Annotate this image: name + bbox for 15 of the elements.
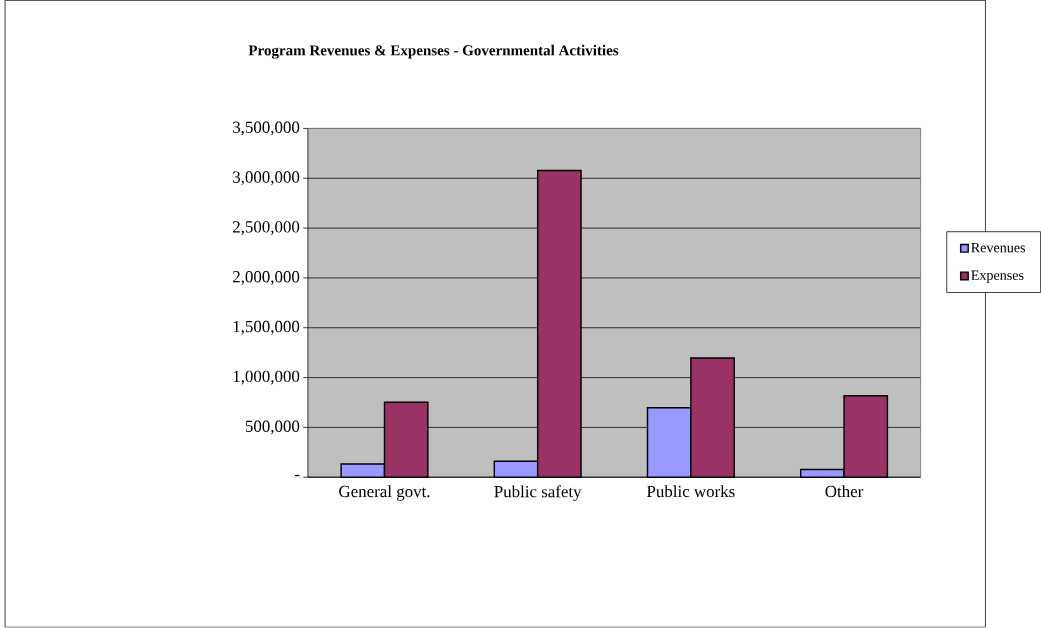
y-tick-label: 500,000: [245, 420, 300, 435]
x-tick-label: Public works: [646, 485, 735, 498]
y-tick-label: 1,500,000: [233, 321, 300, 335]
legend-label: Expenses: [971, 270, 1024, 284]
x-tick-label: Other: [825, 485, 864, 498]
y-tick-label: 1,000,000: [233, 370, 300, 385]
y-tick-label: -: [294, 475, 300, 477]
y-tick-label: 2,500,000: [232, 221, 300, 236]
y-tick-label: 2,000,000: [232, 271, 300, 286]
y-tick-label: 3,500,000: [233, 121, 300, 136]
chart-title: Program Revenues & Expenses - Governmental Activities: [248, 45, 619, 59]
x-tick-label: Public safety: [494, 485, 582, 501]
y-tick-label: 3,000,000: [233, 171, 300, 186]
legend-label: Revenues: [971, 243, 1026, 253]
x-tick-label: General govt.: [339, 485, 430, 501]
